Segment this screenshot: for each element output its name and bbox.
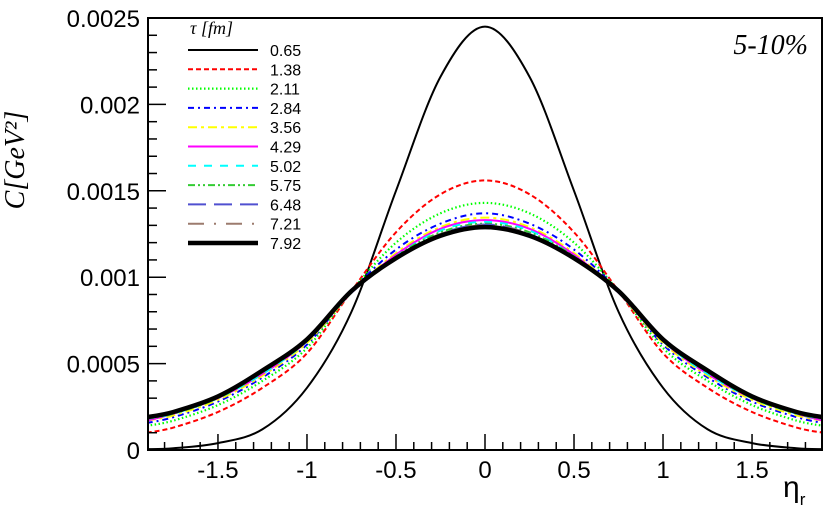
legend-label: 0.65 (270, 43, 301, 60)
legend-title: τ [fm] (190, 18, 233, 38)
legend-label: 2.11 (270, 82, 300, 99)
y-tick-label: 0.0005 (67, 352, 140, 379)
legend-label: 7.21 (270, 217, 301, 234)
x-tick-label: -0.5 (375, 457, 416, 484)
x-tick-label: 0 (478, 457, 491, 484)
legend-item: 2.84 (188, 101, 301, 118)
legend-label: 2.84 (270, 101, 301, 118)
series-line-5.02 (148, 220, 822, 420)
legend-item: 5.75 (188, 178, 301, 195)
legend-label: 6.48 (270, 197, 301, 214)
series-line-7.92 (148, 224, 822, 420)
x-tick-labels: -1.5 -1 -0.5 0 0.5 1 1.5 (197, 457, 768, 484)
legend-item: 7.92 (188, 236, 301, 253)
y-tick-label: 0.0015 (67, 179, 140, 206)
legend-label: 5.02 (270, 159, 301, 176)
x-tick-label: -1 (296, 457, 317, 484)
axis-ticks (148, 17, 807, 451)
legend-item: 5.02 (188, 159, 301, 176)
series-line-2.11 (148, 201, 822, 427)
legend-item: 2.11 (188, 82, 300, 99)
legend-label: 4.29 (270, 140, 301, 157)
y-tick-label: 0.0025 (67, 6, 140, 33)
legend-item: 4.29 (188, 140, 301, 157)
legend-label: 1.38 (270, 62, 301, 79)
legend-label: 3.56 (270, 120, 301, 137)
x-axis-label-subscript: r (800, 490, 806, 509)
y-tick-label: 0.001 (80, 265, 140, 292)
y-tick-label: 0.002 (80, 92, 140, 119)
y-axis-label: C[GeV²] (0, 111, 31, 210)
x-tick-label: 0.5 (557, 457, 590, 484)
series-line-1.38 (148, 179, 822, 434)
legend-label: 5.75 (270, 178, 301, 195)
y-tick-labels: 0 0.0005 0.001 0.0015 0.002 0.0025 (67, 6, 140, 465)
x-tick-label: 1 (656, 457, 669, 484)
curves (148, 25, 822, 450)
legend-item: 1.38 (188, 62, 301, 79)
legend-item: 7.21 (188, 217, 301, 234)
y-tick-label: 0 (127, 438, 140, 465)
legend-label: 7.92 (270, 236, 301, 253)
series-line-2.84 (148, 212, 822, 424)
legend-item: 0.65 (188, 43, 301, 60)
x-tick-label: 1.5 (735, 457, 768, 484)
legend: 0.65 1.38 2.11 2.84 3.56 4.29 5.02 5.75 6.48 7.21… (188, 43, 301, 253)
centrality-annotation: 5-10% (733, 30, 808, 61)
x-tick-label: -1.5 (197, 457, 238, 484)
legend-item: 3.56 (188, 120, 301, 137)
series-line-0.65 (148, 25, 822, 450)
x-axis-label: ηr (783, 471, 806, 509)
legend-item: 6.48 (188, 197, 301, 214)
series-line-3.56 (148, 216, 822, 422)
